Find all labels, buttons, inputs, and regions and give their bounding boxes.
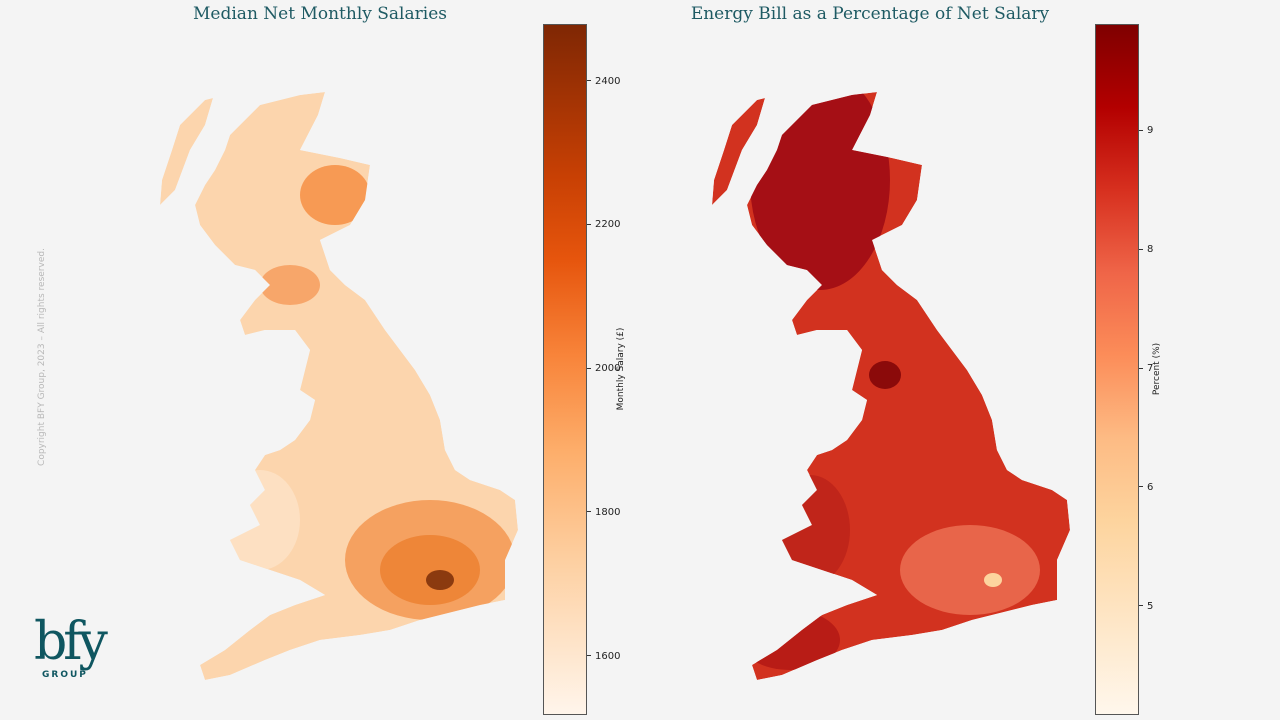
colorbar-tick-label: 1600 — [587, 651, 620, 662]
region-highlands — [750, 92, 890, 290]
energy-colorbar-label: Percent (%) — [1152, 342, 1162, 396]
region-north-england — [869, 361, 901, 389]
region-london — [984, 573, 1002, 587]
region-southeast — [900, 525, 1040, 615]
salary-map — [160, 92, 518, 680]
copyright-notice: Copyright BFY Group, 2023 – All rights r… — [37, 248, 47, 466]
colorbar-tick-label: 2000 — [587, 364, 620, 374]
region-wales — [770, 475, 850, 585]
salary-colorbar — [543, 24, 587, 715]
logo-subtitle: GROUP — [42, 670, 88, 680]
region-southwest — [740, 610, 840, 670]
region-wales — [220, 470, 300, 570]
bfy-logo: bfy GROUP — [34, 612, 108, 680]
colorbar-tick-label: 1800 — [587, 507, 620, 518]
salary-colorbar-label: Monthly Salary (£) — [616, 327, 626, 411]
energy-colorbar — [1095, 24, 1139, 715]
colorbar-tick-label: 9 — [1139, 126, 1153, 136]
region-home-counties — [380, 535, 480, 605]
colorbar-tick-label: 8 — [1139, 245, 1153, 255]
left-map-title: Median Net Monthly Salaries — [193, 4, 447, 24]
colorbar-tick-label: 7 — [1139, 364, 1153, 374]
region-northeast-scotland — [300, 165, 370, 225]
logo-mark: bfy — [34, 612, 108, 672]
energy-map — [712, 92, 1070, 680]
colorbar-tick-label: 2400 — [587, 76, 620, 87]
region-central-scotland — [260, 265, 320, 305]
colorbar-tick-label: 5 — [1139, 601, 1153, 612]
region-london — [426, 570, 454, 590]
right-map-title: Energy Bill as a Percentage of Net Salar… — [690, 4, 1050, 24]
colorbar-tick-label: 6 — [1139, 482, 1153, 493]
colorbar-tick-label: 2200 — [587, 220, 620, 230]
